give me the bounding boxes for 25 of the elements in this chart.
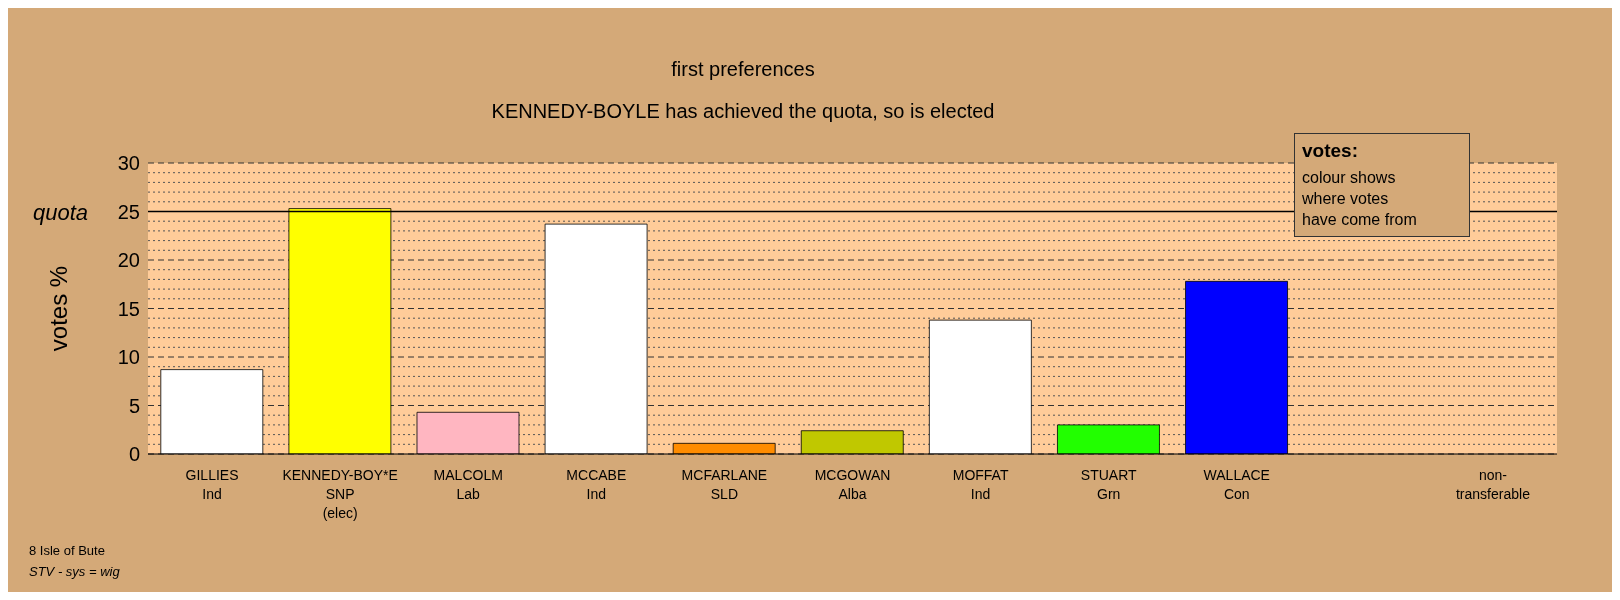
x-tick-label: WALLACE Con	[1203, 467, 1270, 502]
x-tick-label: non- transferable	[1455, 467, 1531, 502]
x-tick-label: GILLIES Ind	[185, 467, 239, 502]
x-tick-label: MALCOLM Lab	[433, 467, 503, 502]
y-tick-label: 20	[117, 249, 140, 272]
y-tick-label: 0	[128, 443, 140, 466]
note-box: votes: colour shows where votes have come from	[1294, 133, 1470, 237]
x-tick-label: STUART Grn	[1080, 467, 1137, 502]
ref-line-label: quota	[32, 199, 88, 225]
chart-title: first preferences	[670, 58, 816, 81]
chart-subtitle: KENNEDY-BOYLE has achieved the quota, so is elected	[490, 100, 996, 123]
y-tick-label: 30	[117, 152, 140, 175]
annotation: colour shows where votes have come from	[1302, 168, 1418, 230]
x-tick-label: KENNEDY-BOY*E SNP (elec)	[282, 467, 398, 521]
text: STV - sys = wig	[29, 564, 120, 579]
x-tick-label: MCFARLANE SLD	[681, 467, 768, 502]
y-tick-label: 25	[117, 200, 140, 223]
x-tick-label: MCGOWAN Alba	[814, 467, 891, 502]
y-tick-label: 10	[117, 346, 140, 369]
x-tick-label: MCCABE Ind	[566, 467, 627, 502]
y-axis-title: votes %	[44, 265, 72, 352]
y-tick-label: 15	[117, 297, 140, 320]
y-tick-label: 5	[128, 394, 140, 417]
x-tick-label: MOFFAT Ind	[952, 467, 1009, 502]
text: 8 Isle of Bute	[29, 543, 105, 558]
